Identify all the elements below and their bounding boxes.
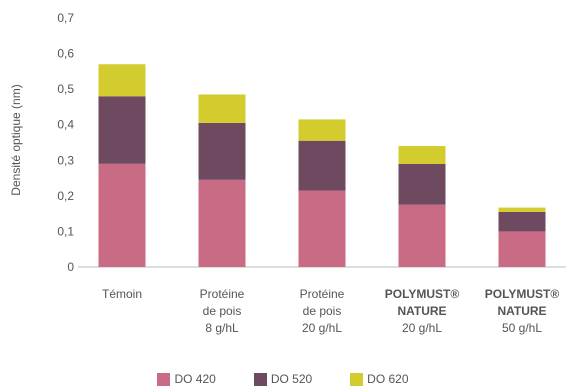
category-labels: Témoin Protéine de pois 8 g/hL Protéine de po… — [102, 287, 559, 335]
bar-segment-do-420 — [398, 204, 446, 267]
x-category-label: Protéine de pois 20 g/hL — [300, 287, 345, 335]
legend-swatch — [157, 372, 171, 386]
bar-segment-do-520 — [398, 163, 446, 205]
y-tick-label: 0 — [67, 260, 74, 274]
y-tick-label: 0,5 — [57, 82, 74, 96]
bar-segment-do-420 — [298, 190, 346, 267]
bar-segment-do-620 — [98, 64, 146, 97]
bar-segment-do-520 — [98, 96, 146, 164]
bar-segment-do-620 — [498, 207, 546, 212]
legend-item: DO 520 — [253, 372, 313, 386]
legend-item: DO 620 — [350, 372, 409, 386]
x-category-label: Protéine de pois 8 g/hL — [200, 287, 245, 335]
legend: DO 420 DO 520 DO 620 — [0, 372, 566, 386]
x-category-label: POLYMUST® NATURE 20 g/hL — [385, 287, 460, 335]
legend-swatch — [350, 372, 364, 386]
bar-segment-do-520 — [198, 122, 246, 180]
y-axis-ticks: 0 0,1 0,2 0,3 0,4 0,5 0,6 0,7 — [57, 11, 74, 274]
y-tick-label: 0,7 — [57, 11, 74, 25]
bar-segment-do-420 — [498, 231, 546, 267]
bar-segment-do-520 — [298, 140, 346, 191]
legend-label: DO 420 — [174, 372, 216, 386]
legend-label: DO 620 — [367, 372, 409, 386]
y-tick-label: 0,2 — [57, 189, 74, 203]
legend-label: DO 520 — [270, 372, 313, 386]
bars — [98, 64, 546, 267]
legend-swatch — [253, 372, 267, 386]
bar-segment-do-420 — [98, 163, 146, 267]
bar-segment-do-620 — [298, 119, 346, 141]
y-tick-label: 0,6 — [57, 47, 74, 61]
bar-segment-do-620 — [398, 146, 446, 164]
bar-segment-do-420 — [198, 179, 246, 267]
x-category-label: Témoin — [102, 287, 142, 301]
legend-item: DO 420 — [157, 372, 216, 386]
x-category-label: POLYMUST® NATURE 50 g/hL — [485, 287, 560, 335]
stacked-bar-chart: 0 0,1 0,2 0,3 0,4 0,5 0,6 0,7 Témoin Protéine de … — [9, 11, 566, 335]
y-tick-label: 0,3 — [57, 153, 74, 167]
y-tick-label: 0,4 — [57, 118, 74, 132]
y-axis-title: Densité optique (nm) — [9, 84, 23, 195]
bar-segment-do-520 — [498, 211, 546, 232]
bar-segment-do-620 — [198, 94, 246, 123]
y-tick-label: 0,1 — [57, 224, 74, 238]
